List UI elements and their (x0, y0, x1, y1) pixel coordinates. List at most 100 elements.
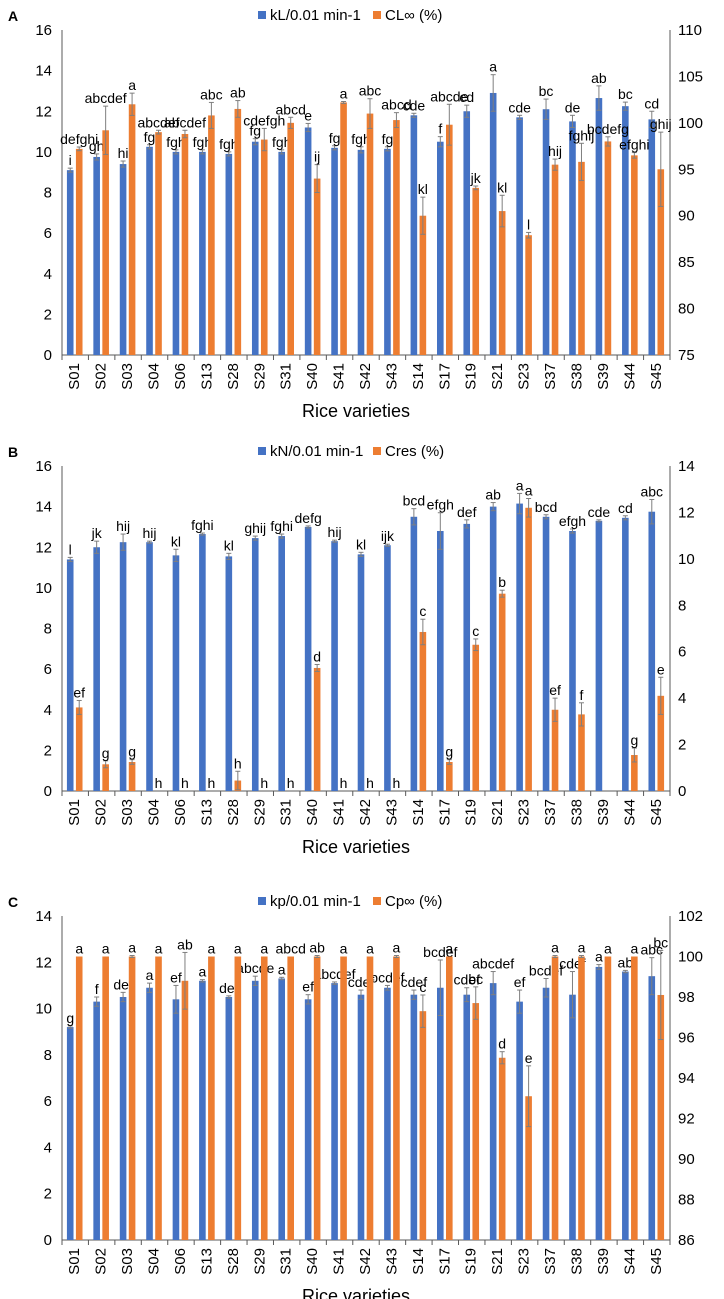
bar-blue (595, 98, 603, 355)
bar-blue (119, 997, 127, 1240)
right-tick-label: 75 (678, 347, 695, 364)
left-tick-label: 0 (44, 783, 52, 800)
bar-blue (304, 999, 312, 1240)
category-label: S44 (621, 1248, 638, 1275)
significance-label: efgh (559, 513, 586, 529)
significance-label: abcdef (85, 90, 127, 106)
category-label: S37 (542, 1248, 559, 1275)
significance-label: ef (73, 684, 85, 700)
significance-label: ghij (244, 520, 266, 536)
left-tick-label: 2 (44, 1186, 52, 1203)
bar-blue (172, 151, 180, 355)
left-tick-label: 14 (35, 63, 52, 80)
significance-label: cd (459, 89, 474, 105)
bar-blue (463, 994, 471, 1240)
significance-label: bcdefg (587, 121, 629, 137)
significance-label: cdef (454, 972, 481, 988)
bar-orange (631, 155, 638, 355)
significance-label: fgh (219, 136, 238, 152)
bar-blue (172, 999, 180, 1240)
bar-orange (551, 164, 559, 355)
significance-label: a (340, 941, 348, 957)
category-label: S01 (66, 799, 83, 826)
left-tick-label: 10 (35, 1001, 52, 1018)
significance-label: abcdef (164, 114, 206, 130)
right-tick-label: 2 (678, 737, 686, 754)
significance-label: f (438, 121, 442, 137)
significance-label: bcd (535, 499, 558, 515)
left-tick-label: 12 (35, 539, 52, 556)
significance-label: g (630, 732, 638, 748)
category-label: S21 (489, 799, 506, 826)
bar-blue (119, 164, 127, 355)
bar-orange (393, 956, 400, 1240)
significance-label: cdef (401, 974, 428, 990)
category-label: S40 (304, 363, 321, 390)
category-label: S01 (66, 1248, 83, 1275)
bar-blue (199, 534, 206, 791)
left-tick-label: 4 (44, 266, 52, 283)
bar-orange (260, 956, 268, 1240)
bar-blue (648, 511, 656, 791)
significance-label: fghij (569, 127, 595, 143)
category-label: S14 (410, 363, 427, 390)
bar-blue (119, 542, 127, 791)
significance-label: ab (618, 954, 634, 970)
bar-blue (199, 151, 206, 355)
bar-orange (525, 1096, 532, 1240)
significance-label: f (580, 687, 584, 703)
significance-label: a (278, 961, 286, 977)
left-tick-label: 16 (35, 458, 52, 475)
bar-orange (604, 956, 612, 1240)
bar-orange (313, 178, 321, 355)
bar-blue (66, 559, 74, 791)
legend-label-blue: kN/0.01 min-1 (270, 443, 363, 460)
category-label: S06 (172, 363, 189, 390)
right-tick-label: 86 (678, 1232, 695, 1249)
right-tick-label: 4 (678, 690, 686, 707)
bar-orange (313, 956, 321, 1240)
significance-label: hi (118, 145, 129, 161)
bar-orange (102, 764, 109, 791)
significance-label: abc (200, 86, 223, 102)
bar-blue (384, 987, 391, 1240)
significance-label: ef (514, 974, 526, 990)
significance-label: ef (549, 682, 561, 698)
significance-label: bc (539, 83, 554, 99)
bar-blue (463, 523, 471, 791)
category-label: S45 (648, 1248, 665, 1275)
left-tick-label: 12 (35, 954, 52, 971)
category-label: S23 (516, 363, 533, 390)
bar-blue (622, 517, 629, 791)
significance-label: bc (468, 971, 483, 987)
bar-blue (278, 536, 285, 791)
significance-label: a (595, 949, 603, 965)
bar-orange (525, 507, 532, 791)
significance-label: gh (89, 138, 105, 154)
category-label: S21 (489, 1248, 506, 1275)
bar-blue (516, 1001, 523, 1240)
right-tick-label: 0 (678, 783, 686, 800)
significance-label: d (313, 648, 321, 664)
category-label: S21 (489, 363, 506, 390)
category-label: S19 (463, 799, 480, 826)
significance-label: cde (403, 97, 426, 113)
bar-blue (569, 121, 576, 355)
significance-label: a (516, 477, 524, 493)
significance-label: fghi (270, 518, 293, 534)
bar-blue (542, 109, 550, 355)
bar-orange (498, 211, 506, 355)
significance-label: fg (382, 131, 394, 147)
bar-orange (419, 215, 427, 355)
category-label: S04 (146, 363, 163, 390)
significance-label: bcdef (423, 944, 457, 960)
bar-blue (66, 1027, 74, 1240)
category-label: S02 (93, 363, 110, 390)
significance-label: a (578, 939, 586, 955)
category-label: S41 (331, 799, 348, 826)
significance-label: hij (328, 524, 342, 540)
category-label: S28 (225, 799, 242, 826)
category-label: S42 (357, 363, 374, 390)
right-tick-label: 94 (678, 1070, 695, 1087)
